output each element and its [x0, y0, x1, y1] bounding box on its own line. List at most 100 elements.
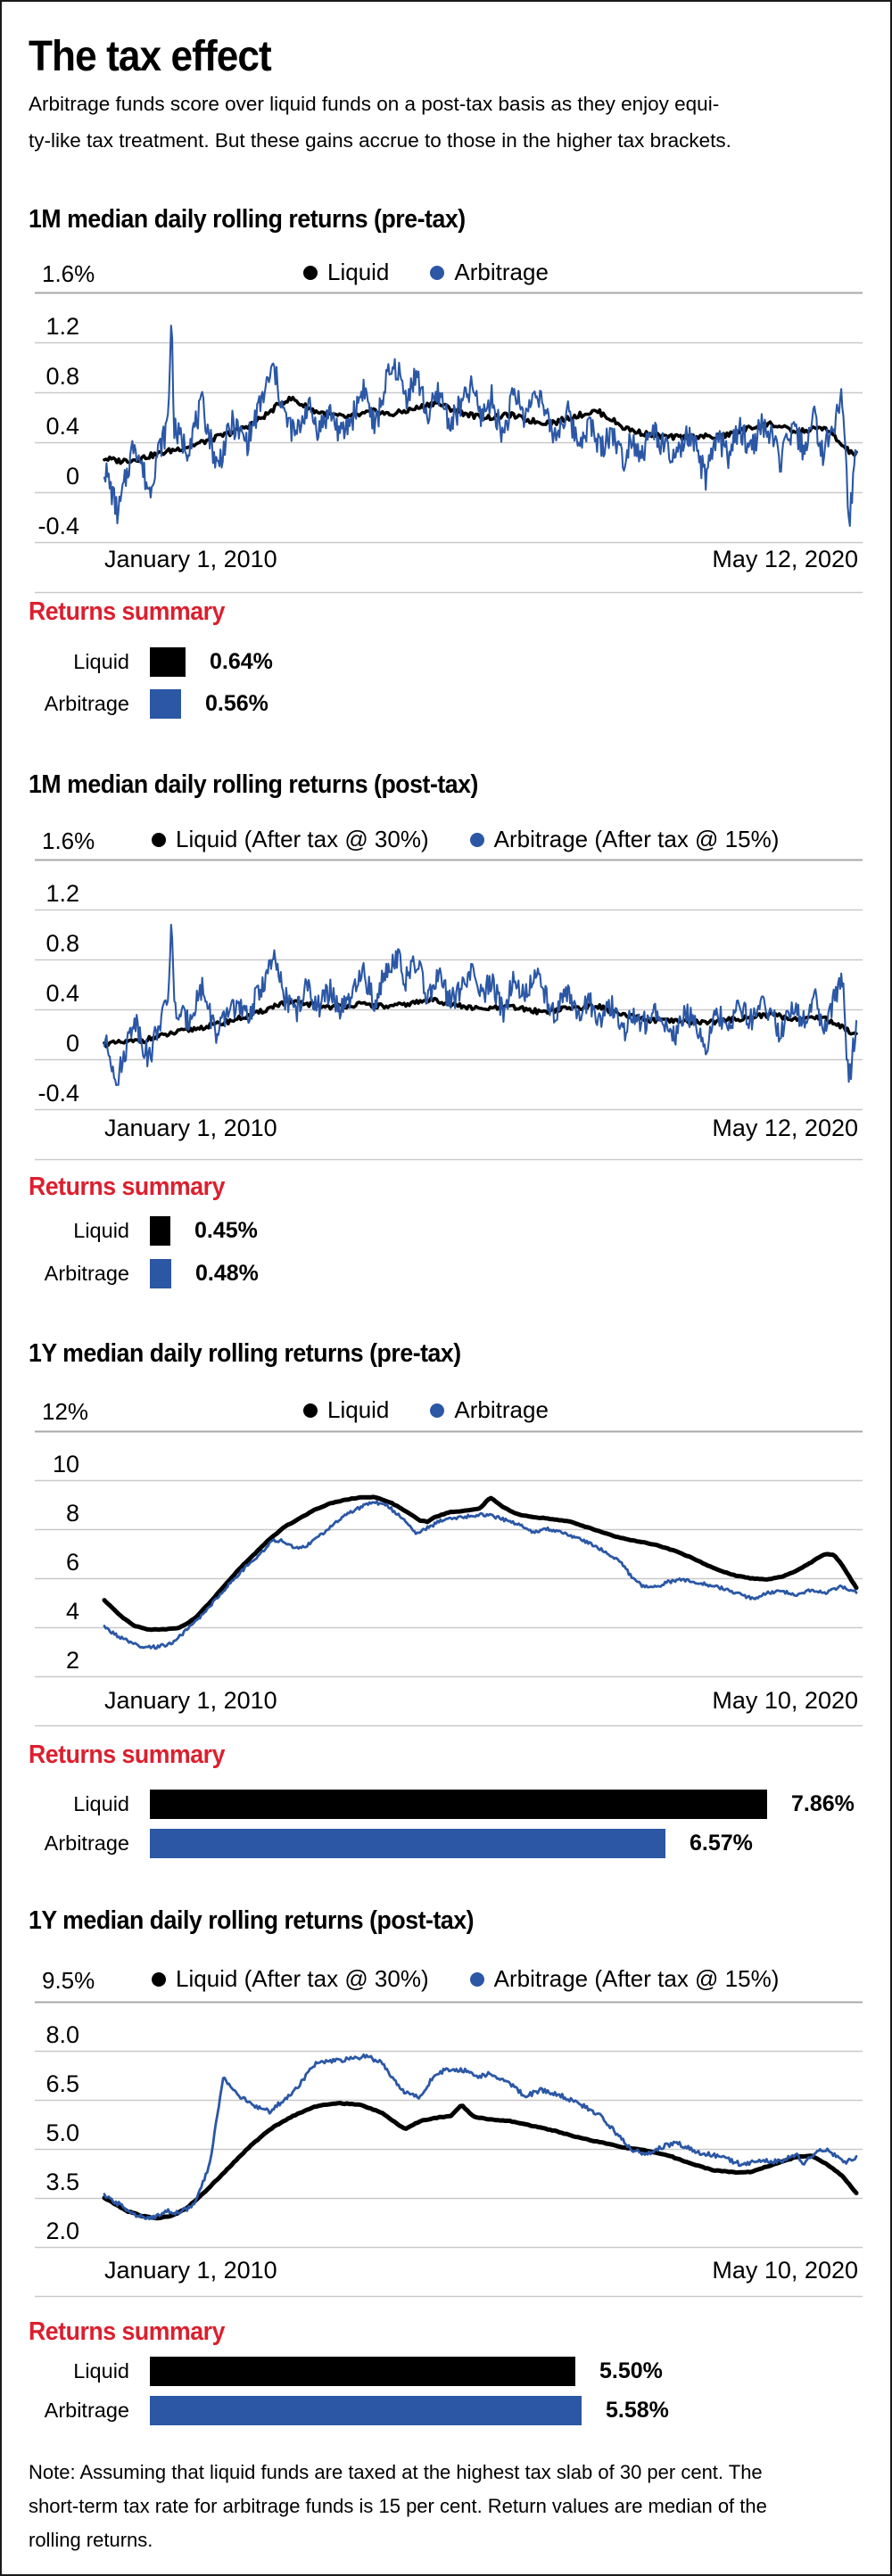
- line-chart-canvas: 1.2 0.8 0.4 0 -0.4: [35, 859, 863, 1161]
- chart-2-plot: 1.2 0.8 0.4 0 -0.4: [35, 859, 863, 1161]
- legend-item-liquid: Liquid (After tax @ 30%): [152, 1965, 429, 1993]
- chart-3-legend: Liquid Arbitrage: [303, 1396, 549, 1424]
- legend-label: Liquid: [327, 259, 390, 285]
- summary-row-label: Arbitrage: [44, 2398, 129, 2422]
- y-tick-label: 8.0: [45, 2021, 79, 2048]
- summary-value: 0.64%: [210, 648, 273, 674]
- chart-3-plot: 10 8 6 4 2: [35, 1430, 863, 1727]
- y-tick-label: 1.2: [45, 880, 79, 907]
- x-axis-end-label: May 10, 2020: [712, 2257, 858, 2284]
- summary-value: 6.57%: [690, 1830, 753, 1856]
- summary-row: Arbitrage 6.57%: [29, 1828, 753, 1858]
- arbitrage-legend-dot-icon: [430, 265, 445, 280]
- chart-1-plot: 1.2 0.8 0.4 0 -0.4: [35, 292, 863, 594]
- chart-4-x-axis: January 1, 2010 May 10, 2020: [104, 2257, 858, 2284]
- legend-item-arbitrage: Arbitrage (After tax @ 15%): [469, 826, 779, 853]
- y-tick-label: 0.4: [45, 413, 79, 440]
- y-tick-label: -0.4: [37, 1080, 79, 1107]
- y-tick-label: 0.4: [45, 980, 79, 1007]
- liquid-legend-dot-icon: [303, 265, 318, 280]
- summary-value: 0.45%: [194, 1217, 258, 1243]
- chart-2-axis-top-label: 1.6%: [42, 827, 95, 854]
- summary-row-label: Liquid: [73, 2358, 129, 2383]
- summary-bar-liquid: [150, 1789, 767, 1819]
- chart-3-x-axis: January 1, 2010 May 10, 2020: [104, 1687, 858, 1715]
- line-chart-canvas: 10 8 6 4 2: [35, 1430, 863, 1727]
- summary-bar-arbitrage: [150, 2395, 582, 2425]
- chart-2-x-axis: January 1, 2010 May 12, 2020: [104, 1115, 858, 1142]
- returns-summary-3-heading: Returns summary: [29, 1741, 225, 1769]
- legend-item-liquid: Liquid (After tax @ 30%): [152, 826, 429, 853]
- summary-bar-liquid: [150, 2356, 575, 2386]
- series-line-arbitrage: [103, 2053, 858, 2221]
- x-axis-start-label: January 1, 2010: [104, 1687, 277, 1714]
- y-tick-label: 3.5: [45, 2169, 79, 2195]
- x-axis-end-label: May 12, 2020: [712, 546, 858, 572]
- arbitrage-legend-dot-icon: [469, 1971, 484, 1987]
- summary-row-label: Liquid: [73, 649, 129, 673]
- arbitrage-legend-dot-icon: [430, 1403, 445, 1418]
- series-line-liquid: [102, 2101, 859, 2221]
- summary-value: 5.58%: [606, 2397, 669, 2423]
- returns-summary-1-heading: Returns summary: [29, 597, 225, 626]
- summary-value: 0.48%: [195, 1260, 259, 1286]
- summary-row: Arbitrage 0.56%: [29, 688, 268, 719]
- series-line-arbitrage: [103, 924, 858, 1087]
- x-axis-start-label: January 1, 2010: [104, 1115, 277, 1141]
- summary-bar-liquid: [150, 646, 186, 677]
- legend-label: Liquid: [327, 1396, 390, 1423]
- chart-2-title: 1M median daily rolling returns (post-ta…: [29, 770, 478, 799]
- x-axis-end-label: May 10, 2020: [712, 1687, 858, 1714]
- summary-row-label: Liquid: [73, 1791, 129, 1815]
- y-tick-label: 6: [66, 1549, 79, 1576]
- summary-row: Liquid 5.50%: [29, 2356, 663, 2386]
- legend-item-arbitrage: Arbitrage: [430, 259, 549, 286]
- returns-summary-4-heading: Returns summary: [29, 2317, 225, 2346]
- liquid-legend-dot-icon: [152, 832, 166, 847]
- y-tick-label: 6.5: [45, 2070, 79, 2097]
- y-tick-label: 4: [66, 1598, 79, 1625]
- summary-bar-arbitrage: [150, 1258, 171, 1288]
- summary-row-label: Arbitrage: [44, 691, 129, 715]
- footnote-line: rolling returns.: [29, 2529, 153, 2551]
- returns-summary-2-heading: Returns summary: [29, 1173, 225, 1201]
- chart-4-axis-top-label: 9.5%: [42, 1967, 95, 1994]
- chart-4-title: 1Y median daily rolling returns (post-ta…: [29, 1906, 475, 1935]
- summary-row-label: Arbitrage: [44, 1831, 129, 1855]
- chart-1-axis-top-label: 1.6%: [42, 260, 95, 287]
- summary-bar-arbitrage: [150, 1828, 665, 1858]
- liquid-legend-dot-icon: [303, 1403, 318, 1418]
- y-tick-label: 0: [66, 1030, 79, 1057]
- legend-label: Arbitrage (After tax @ 15%): [493, 1965, 780, 1992]
- summary-row: Liquid 0.64%: [29, 646, 273, 677]
- summary-row: Arbitrage 5.58%: [29, 2395, 669, 2425]
- series-line-liquid: [102, 1494, 859, 1633]
- series-line-arbitrage: [103, 1500, 858, 1650]
- legend-label: Liquid (After tax @ 30%): [176, 1965, 429, 1992]
- arbitrage-legend-dot-icon: [469, 832, 484, 847]
- y-tick-label: 0.8: [45, 363, 79, 390]
- y-tick-label: 2: [66, 1647, 79, 1674]
- y-tick-label: -0.4: [37, 513, 79, 539]
- footnote: Note: Assuming that liquid funds are tax…: [29, 2456, 767, 2557]
- summary-row: Arbitrage 0.48%: [29, 1258, 259, 1288]
- chart-2-legend: Liquid (After tax @ 30%) Arbitrage (Afte…: [152, 826, 779, 853]
- y-tick-label: 5.0: [45, 2119, 79, 2146]
- y-tick-label: 1.2: [45, 313, 79, 340]
- legend-item-arbitrage: Arbitrage: [430, 1396, 549, 1424]
- summary-bar-arbitrage: [150, 688, 181, 719]
- summary-row: Liquid 7.86%: [29, 1789, 855, 1819]
- x-axis-start-label: January 1, 2010: [104, 2257, 277, 2284]
- y-tick-label: 10: [53, 1451, 79, 1477]
- series-line-arbitrage: [103, 325, 858, 527]
- x-axis-end-label: May 12, 2020: [712, 1115, 858, 1141]
- y-tick-label: 8: [66, 1500, 79, 1527]
- chart-4-legend: Liquid (After tax @ 30%) Arbitrage (Afte…: [152, 1965, 779, 1993]
- page-title: The tax effect: [29, 33, 272, 80]
- summary-row-label: Liquid: [73, 1218, 129, 1242]
- y-tick-label: 0: [66, 463, 79, 490]
- chart-3-title: 1Y median daily rolling returns (pre-tax…: [29, 1339, 461, 1368]
- subtitle-line: Arbitrage funds score over liquid funds …: [29, 93, 720, 115]
- liquid-legend-dot-icon: [152, 1971, 166, 1987]
- line-chart-canvas: 8.0 6.5 5.0 3.5 2.0: [35, 2001, 863, 2298]
